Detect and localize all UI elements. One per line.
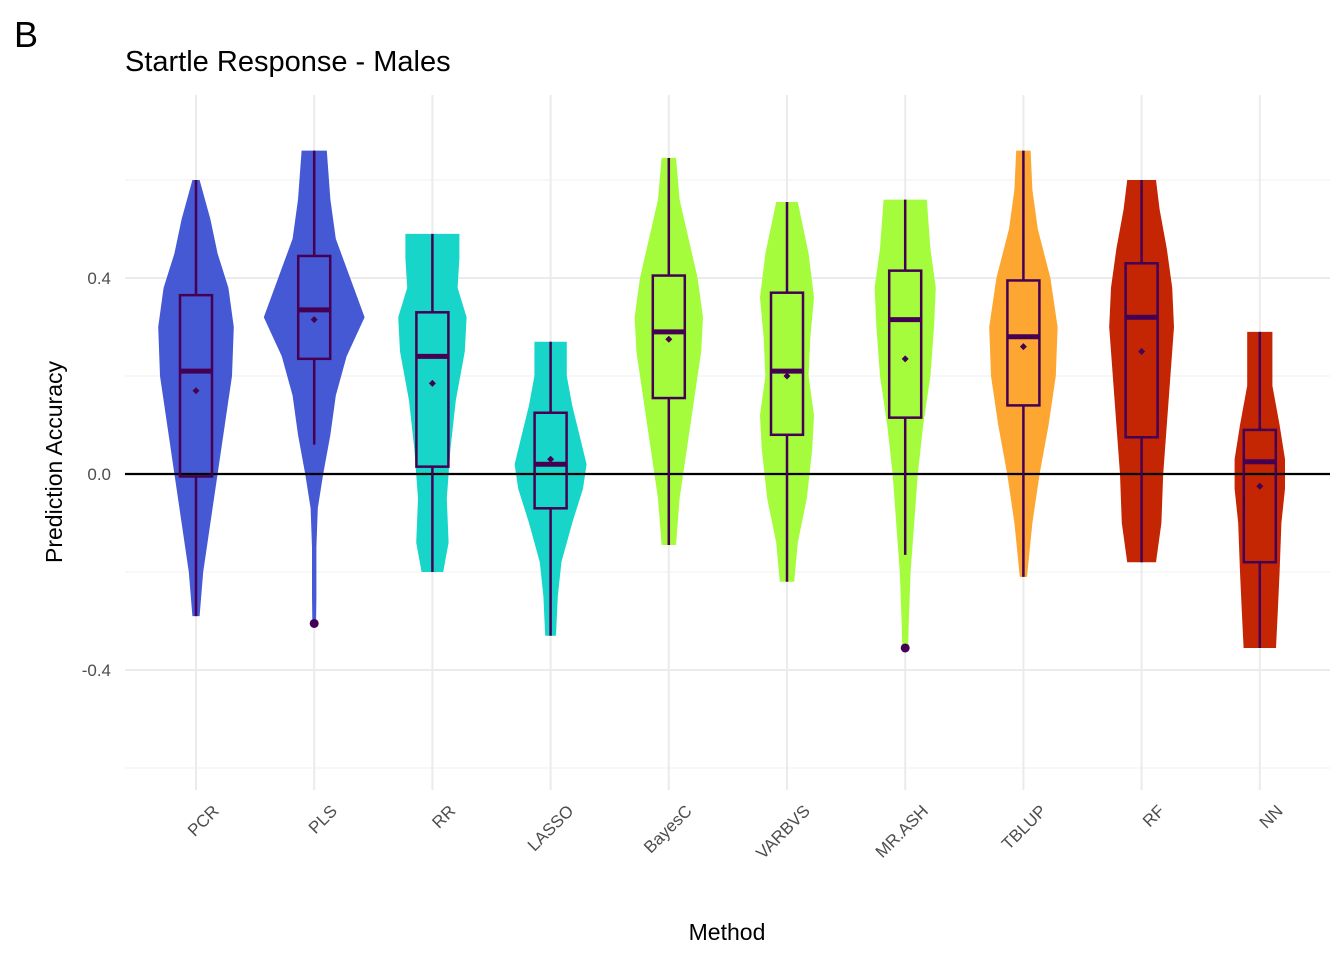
outlier-point — [309, 618, 319, 628]
boxplot-pls — [296, 150, 332, 628]
box-iqr — [887, 269, 923, 419]
boxplot-rr — [415, 233, 450, 572]
x-tick-label: TBLUP — [998, 801, 1050, 853]
mean-marker — [428, 379, 436, 387]
box-iqr — [415, 311, 450, 468]
x-tick-label: PLS — [305, 801, 341, 837]
mean-marker — [1256, 482, 1264, 490]
violin-pcr — [158, 180, 234, 617]
mean-marker — [665, 335, 673, 343]
x-tick-label: BayesC — [640, 801, 696, 857]
x-tick-label: NN — [1256, 801, 1287, 832]
mean-marker — [547, 455, 555, 463]
box-iqr — [1124, 262, 1159, 439]
violins — [158, 150, 1285, 648]
mean-marker — [1138, 348, 1146, 355]
panel-letter: B — [14, 14, 39, 55]
violin-bayesc — [634, 157, 703, 545]
box-iqr — [1006, 279, 1041, 407]
x-tick-label: MR.ASH — [872, 801, 932, 861]
boxplot-varbvs — [769, 202, 805, 582]
y-tick-label: 0.4 — [87, 269, 111, 288]
x-tick-label: RR — [428, 801, 459, 832]
mean-marker — [783, 372, 791, 380]
boxplots — [178, 150, 1278, 653]
y-tick-label: 0.0 — [87, 465, 111, 484]
boxplot-nn — [1242, 331, 1278, 648]
mean-marker — [1019, 343, 1027, 351]
y-tick-label: -0.4 — [82, 661, 111, 680]
boxplot-lasso — [533, 341, 568, 636]
violin-nn — [1234, 331, 1285, 648]
x-axis-ticks: PCR PLS RR LASSO BayesC VARBVS MR.ASH TBLUP RF NN — [184, 801, 1287, 862]
outlier-point — [900, 643, 910, 653]
x-tick-label: VARBVS — [753, 801, 814, 862]
mean-marker — [192, 387, 200, 395]
y-axis-title: Prediction Accuracy — [41, 361, 67, 563]
violin-tblup — [989, 150, 1058, 577]
box-iqr — [533, 411, 568, 510]
x-tick-label: LASSO — [524, 801, 578, 855]
y-axis-ticks: -0.4 0.0 0.4 — [82, 269, 111, 680]
violin-lasso — [514, 341, 587, 636]
boxplot-mr-ash — [887, 199, 923, 653]
x-tick-label: PCR — [184, 801, 223, 840]
mean-marker — [310, 316, 318, 324]
box-iqr — [769, 291, 805, 437]
box-iqr — [178, 293, 214, 478]
chart-title: Startle Response - Males — [125, 46, 451, 78]
x-tick-label: RF — [1139, 801, 1168, 830]
violin-varbvs — [760, 202, 814, 582]
boxplot-bayesc — [651, 157, 687, 546]
box-iqr — [1242, 428, 1278, 564]
boxplot-pcr — [178, 180, 214, 617]
mean-marker — [901, 355, 909, 363]
boxplot-rf — [1124, 180, 1159, 563]
box-iqr — [651, 274, 687, 400]
boxplot-tblup — [1006, 150, 1041, 577]
x-axis-title: Method — [689, 919, 766, 945]
